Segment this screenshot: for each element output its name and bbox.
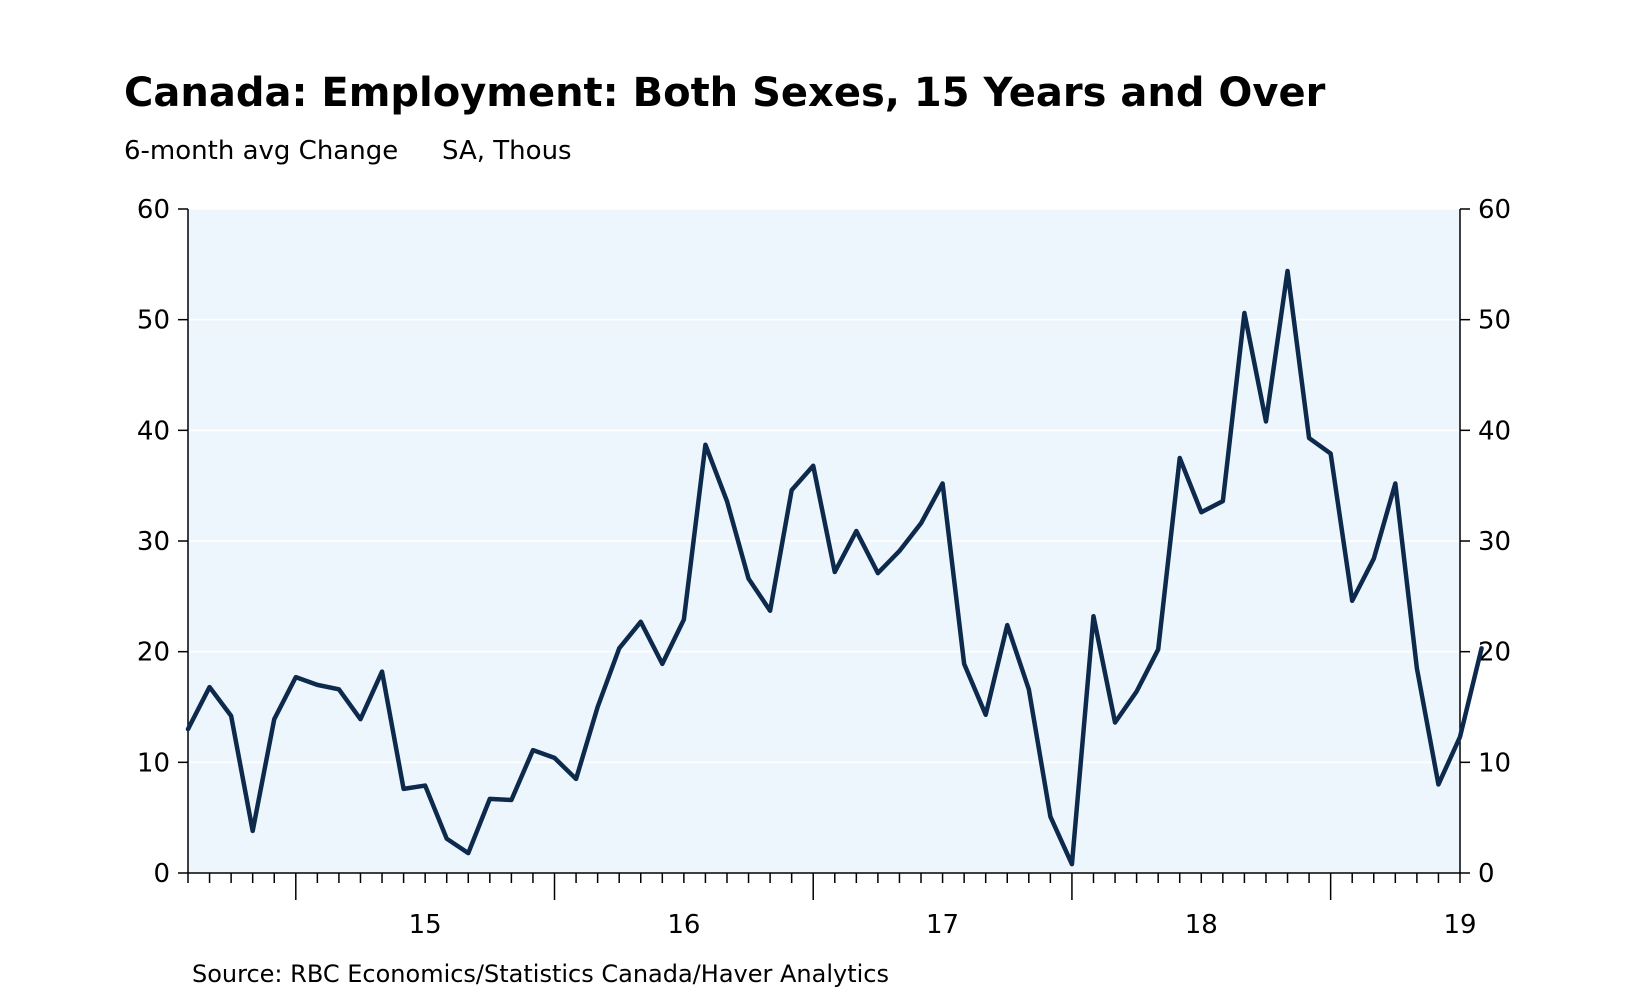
y-tick-label-right: 60 <box>1478 195 1511 225</box>
y-tick-label-right: 50 <box>1478 306 1511 336</box>
x-tick-label: 17 <box>926 910 959 940</box>
y-tick-label-left: 0 <box>153 859 170 889</box>
chart-subtitle-adjustment: SA, Thous <box>442 136 572 166</box>
y-tick-label-left: 50 <box>137 306 170 336</box>
y-tick-label-left: 10 <box>137 748 170 778</box>
chart-subtitle-units: 6-month avg Change <box>124 136 398 166</box>
x-tick-label: 19 <box>1443 910 1476 940</box>
x-tick-label: 16 <box>667 910 700 940</box>
y-tick-label-left: 20 <box>137 638 170 668</box>
y-tick-label-right: 0 <box>1478 859 1495 889</box>
y-tick-label-left: 40 <box>137 416 170 446</box>
source-note: Source: RBC Economics/Statistics Canada/… <box>192 960 889 988</box>
y-tick-label-right: 10 <box>1478 748 1511 778</box>
x-tick-label: 15 <box>409 910 442 940</box>
y-tick-label-right: 30 <box>1478 527 1511 557</box>
x-tick-label: 18 <box>1185 910 1218 940</box>
y-tick-label-right: 20 <box>1478 638 1511 668</box>
y-tick-label-left: 30 <box>137 527 170 557</box>
y-tick-label-right: 40 <box>1478 416 1511 446</box>
y-tick-label-left: 60 <box>137 195 170 225</box>
chart-title: Canada: Employment: Both Sexes, 15 Years… <box>124 70 1326 116</box>
